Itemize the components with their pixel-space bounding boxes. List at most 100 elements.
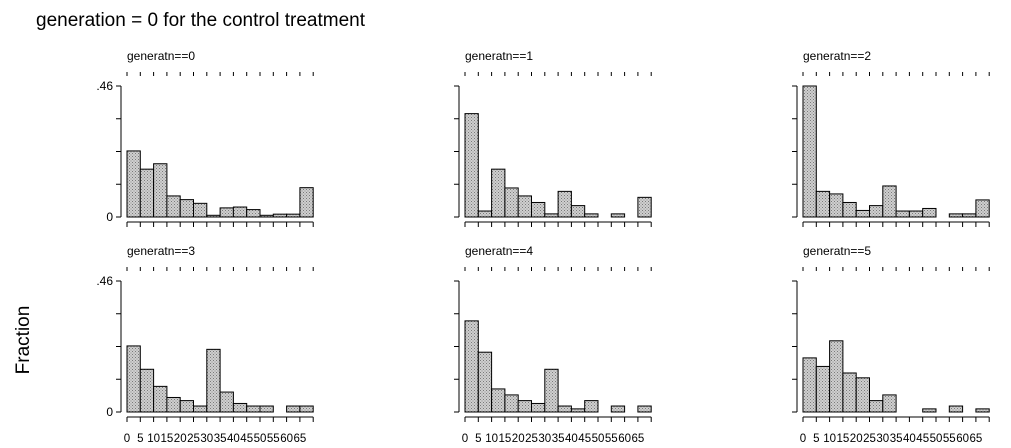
x-tick-label: 50 [930, 433, 943, 445]
bar-45 [922, 207, 937, 218]
x-tick-label: 10 [147, 433, 160, 445]
bar-20 [179, 199, 194, 218]
bar-20 [855, 377, 871, 413]
x-tick-label: 5 [813, 433, 819, 445]
bar-20 [517, 400, 533, 413]
bar-50 [259, 214, 274, 218]
bar-0 [464, 320, 479, 413]
bar-15 [166, 396, 181, 413]
x-tick-label: 65 [970, 433, 983, 445]
x-tick-label: 20 [850, 433, 863, 445]
bar-0 [126, 345, 141, 413]
x-tick-label: 45 [578, 433, 591, 445]
x-tick-label: 65 [632, 433, 645, 445]
x-tick-label: 50 [254, 433, 267, 445]
bar-40 [570, 408, 586, 413]
bar-15 [166, 195, 181, 218]
bar-30 [544, 213, 559, 218]
x-tick-label: 10 [485, 433, 498, 445]
bar-60 [286, 213, 301, 218]
y-axis-label: Fraction [13, 306, 34, 375]
bar-30 [882, 185, 897, 218]
x-tick-label: 30 [538, 433, 551, 445]
bar-35 [557, 190, 572, 218]
x-tick-label: 55 [267, 433, 280, 445]
bar-65 [637, 405, 652, 413]
bar-0 [464, 113, 479, 218]
bar-60 [962, 213, 977, 218]
panels: generatn==0 .46 0 generatn==1 generatn==2 gen… [96, 49, 990, 445]
bar-10 [153, 163, 168, 218]
panel-title: generatn==0 [127, 49, 195, 63]
x-tick-label: 50 [592, 433, 605, 445]
bar-5 [477, 210, 493, 218]
panel-1: generatn==1 [454, 49, 652, 227]
bar-60 [286, 405, 301, 413]
bar-30 [206, 348, 221, 413]
y-tick-label: 0 [106, 210, 113, 224]
bar-65 [299, 405, 314, 413]
bar-65 [975, 408, 990, 413]
x-tick-label: 35 [890, 433, 903, 445]
panel-2: generatn==2 [792, 49, 990, 227]
bar-30 [206, 214, 221, 218]
x-tick-label: 10 [823, 433, 836, 445]
chart-title: generation = 0 for the control treatment [36, 10, 366, 31]
x-tick-label: 35 [214, 433, 227, 445]
panel-0: generatn==0 .46 0 [96, 49, 314, 227]
x-tick-label: 25 [187, 433, 200, 445]
bar-15 [842, 372, 857, 413]
x-tick-label: 15 [499, 433, 512, 445]
bar-20 [179, 400, 194, 413]
bar-25 [869, 400, 884, 413]
bar-10 [491, 168, 506, 218]
bar-65 [299, 187, 314, 218]
bar-25 [531, 201, 546, 218]
x-tick-label: 5 [475, 433, 481, 445]
x-tick-label: 20 [512, 433, 525, 445]
x-tick-label: 40 [565, 433, 578, 445]
bar-35 [219, 207, 234, 218]
bar-35 [557, 405, 572, 413]
bar-55 [610, 213, 626, 218]
x-tick-label: 30 [876, 433, 889, 445]
x-tick-label: 40 [903, 433, 916, 445]
x-tick-label: 55 [605, 433, 618, 445]
panel-5: generatn==5 0 5 10 15 20 25 30 35 40 45 50 55 60 65 [792, 244, 990, 445]
panel-title: generatn==2 [803, 49, 871, 63]
bar-15 [504, 394, 519, 413]
bar-10 [153, 385, 168, 413]
bar-55 [948, 405, 964, 413]
bar-55 [272, 213, 288, 218]
bar-40 [908, 210, 924, 218]
x-tick-label: 60 [280, 433, 293, 445]
bar-35 [895, 210, 910, 218]
y-tick-label: 0 [106, 405, 113, 419]
bar-20 [855, 209, 871, 218]
panel-title: generatn==5 [803, 244, 871, 258]
panel-title: generatn==3 [127, 244, 195, 258]
bar-45 [246, 405, 261, 413]
x-tick-label: 15 [837, 433, 850, 445]
x-tick-label: 45 [916, 433, 929, 445]
bar-40 [232, 402, 248, 413]
bar-5 [139, 168, 155, 218]
bar-25 [869, 205, 884, 218]
x-tick-label: 0 [124, 433, 130, 445]
y-tick-label: .46 [96, 274, 113, 288]
x-tick-label: 45 [240, 433, 253, 445]
bar-40 [570, 205, 586, 218]
panel-4: generatn==4 0 5 10 15 20 25 30 35 40 45 50 55 60 65 [454, 244, 652, 445]
bar-35 [219, 391, 234, 413]
bar-65 [975, 199, 990, 218]
bar-45 [246, 209, 261, 218]
bar-5 [477, 351, 493, 413]
bar-65 [637, 196, 652, 218]
x-tick-label: 35 [552, 433, 565, 445]
bar-10 [829, 193, 844, 218]
bar-20 [517, 195, 533, 218]
bar-0 [802, 85, 817, 218]
bar-10 [491, 388, 506, 413]
bar-55 [610, 405, 626, 413]
